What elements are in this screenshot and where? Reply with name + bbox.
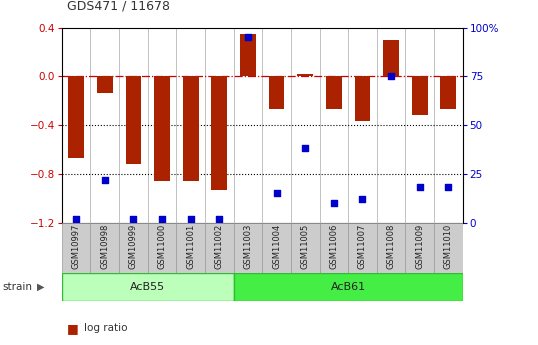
Point (72, 216, 81, 221)
Bar (211, 76, 227, 190)
Bar (233, 273, 463, 301)
Text: ■: ■ (67, 322, 79, 335)
Bar (90, 223, 119, 273)
Text: GSM11009: GSM11009 (415, 224, 424, 269)
Bar (320, 223, 348, 273)
Bar (183, 76, 199, 181)
Point (186, 216, 195, 221)
Point (415, 185, 424, 190)
Text: GSM11007: GSM11007 (358, 224, 367, 269)
Bar (263, 223, 291, 273)
Text: GSM11003: GSM11003 (244, 224, 252, 269)
Bar (434, 223, 463, 273)
Point (244, 34, 252, 40)
Text: GSM11001: GSM11001 (186, 224, 195, 269)
Text: AcB55: AcB55 (130, 282, 165, 292)
Bar (291, 223, 320, 273)
Text: GSM11006: GSM11006 (329, 224, 338, 269)
Text: strain: strain (3, 282, 33, 292)
Text: GDS471 / 11678: GDS471 / 11678 (67, 0, 170, 12)
Text: GSM10997: GSM10997 (72, 224, 81, 269)
Text: log ratio: log ratio (84, 324, 128, 333)
Bar (412, 76, 428, 115)
Bar (205, 223, 233, 273)
Point (444, 185, 452, 190)
Bar (441, 76, 456, 109)
Text: ▶: ▶ (37, 282, 44, 292)
Bar (268, 76, 285, 109)
Point (301, 146, 309, 151)
Point (330, 200, 338, 206)
Bar (240, 34, 256, 76)
Text: GSM10999: GSM10999 (129, 224, 138, 269)
Bar (148, 223, 176, 273)
Bar (326, 76, 342, 109)
Bar (406, 223, 434, 273)
Point (129, 216, 138, 221)
Point (158, 216, 166, 221)
Text: GSM11010: GSM11010 (444, 224, 453, 269)
Point (101, 177, 109, 183)
Text: GSM11008: GSM11008 (387, 224, 395, 269)
Bar (62, 273, 233, 301)
Text: GSM11005: GSM11005 (301, 224, 310, 269)
Bar (176, 223, 205, 273)
Bar (119, 223, 148, 273)
Bar (125, 76, 141, 164)
Bar (62, 223, 90, 273)
Bar (233, 223, 262, 273)
Point (358, 196, 367, 202)
Bar (383, 40, 399, 76)
Text: GSM11002: GSM11002 (215, 224, 224, 269)
Bar (348, 223, 377, 273)
Point (387, 73, 395, 79)
Text: GSM10998: GSM10998 (100, 224, 109, 269)
Bar (298, 74, 313, 76)
Point (215, 216, 224, 221)
Point (272, 190, 281, 196)
Bar (68, 76, 84, 158)
Text: GSM11004: GSM11004 (272, 224, 281, 269)
Bar (377, 223, 406, 273)
Bar (355, 76, 370, 121)
Text: GSM11000: GSM11000 (158, 224, 167, 269)
Text: ■: ■ (67, 344, 79, 345)
Bar (154, 76, 170, 181)
Bar (97, 76, 112, 93)
Text: AcB61: AcB61 (330, 282, 366, 292)
